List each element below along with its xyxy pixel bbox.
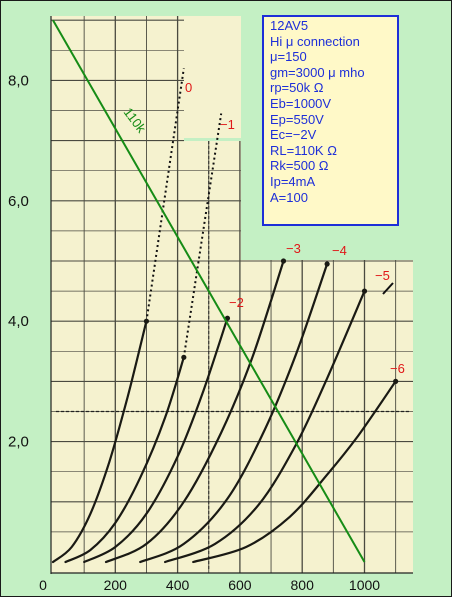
y-tick-label: 4,0 — [8, 313, 29, 330]
x-tick-label: 800 — [291, 577, 315, 593]
spec-tube: 12AV5 — [270, 18, 309, 33]
curve-end-minus1 — [181, 354, 187, 360]
spec-mu: μ=150 — [270, 49, 307, 65]
y-tick-label: 8,0 — [8, 72, 29, 89]
y-tick-label: 6,0 — [8, 193, 29, 210]
spec-rp: rp=50k Ω — [270, 80, 324, 96]
graph-paper — [51, 16, 413, 573]
curve-end-minus5 — [361, 288, 368, 294]
curve-label-minus2: −2 — [229, 295, 244, 310]
plate-curve-minus6 — [192, 380, 397, 564]
spec-eb: Eb=1000V — [270, 95, 332, 111]
x-tick-label: 0 — [39, 577, 47, 593]
plate-curve-minus2 — [83, 317, 229, 564]
curve-end-minus3 — [280, 258, 287, 264]
x-tick-label: 200 — [104, 577, 128, 593]
axes — [50, 16, 413, 574]
plate-curve-minus4 — [139, 262, 329, 564]
spec-gm: gm=3000 μ mho — [270, 64, 365, 80]
curve-label-minus5: −5 — [375, 268, 390, 283]
spec-ec: Ec=−2V — [270, 127, 317, 143]
spec-box: 12AV5 Hi μ connection μ=150 gm=3000 μ mh… — [262, 15, 399, 226]
plate-curves — [51, 68, 397, 564]
spec-gain: A=100 — [270, 189, 308, 205]
spec-connection: Hi μ connection — [270, 33, 360, 49]
curve-label-minus4: −4 — [332, 243, 347, 258]
grid — [51, 16, 413, 573]
curve-end-0 — [143, 318, 150, 324]
y-tick-labels: 2,0 4,0 6,0 8,0 — [8, 72, 29, 450]
curve-end-minus4 — [324, 261, 330, 267]
x-tick-label: 600 — [228, 577, 252, 593]
plate-curve-minus1 — [64, 356, 185, 564]
x-tick-label: 1000 — [349, 577, 380, 593]
curve-label-0: 0 — [185, 80, 192, 95]
load-line — [52, 19, 366, 563]
spec-rl: RL=110K Ω — [270, 142, 337, 158]
spec-rk: Rk=500 Ω — [270, 158, 329, 174]
y-tick-label: 2,0 — [8, 434, 29, 451]
curve-end-minus6 — [393, 378, 399, 384]
x-tick-label: 400 — [166, 577, 190, 593]
projection-minus1 — [182, 113, 223, 358]
curve-label-minus3: −3 — [286, 241, 301, 256]
curve-label-minus6: −6 — [390, 361, 405, 376]
x-tick-labels: 0 200 400 600 800 1000 — [39, 577, 380, 593]
plate-curve-minus3 — [104, 259, 285, 564]
curve-label-minus1: −1 — [220, 117, 235, 132]
spec-ep: Ep=550V — [270, 111, 324, 127]
tick-mark — [382, 282, 394, 295]
plate-curve-minus5 — [164, 290, 366, 564]
spec-ip: Ip=4mA — [270, 173, 316, 189]
plate-curve-0 — [51, 320, 148, 564]
